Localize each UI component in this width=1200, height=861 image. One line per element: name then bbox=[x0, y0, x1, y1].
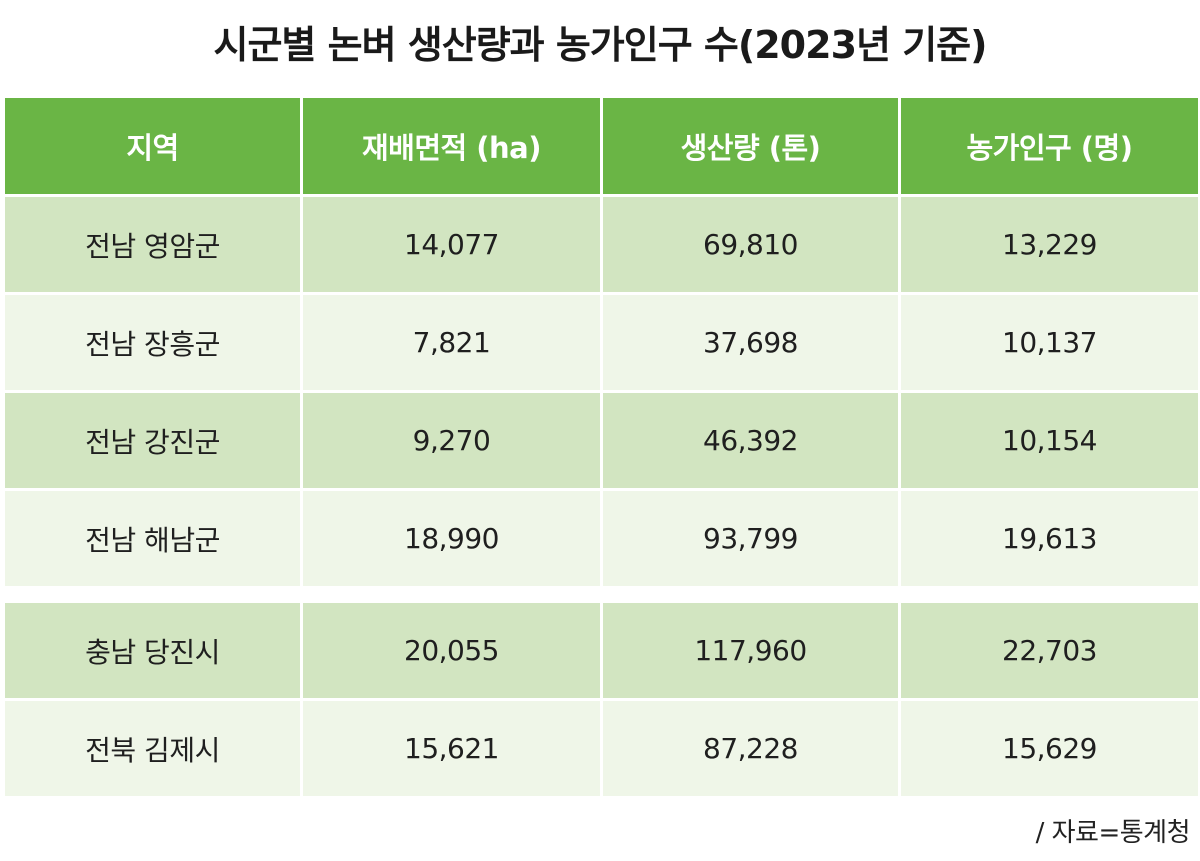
cell-production: 69,810 bbox=[600, 195, 901, 295]
table-row: 전남 해남군 18,990 93,799 19,613 bbox=[2, 489, 1200, 589]
spacer-cell bbox=[300, 587, 603, 603]
cell-production: 87,228 bbox=[600, 699, 901, 799]
cell-area: 18,990 bbox=[300, 489, 603, 589]
cell-region: 전남 강진군 bbox=[2, 391, 303, 491]
cell-production: 37,698 bbox=[600, 293, 901, 393]
row-spacer bbox=[2, 587, 1200, 603]
cell-population: 10,154 bbox=[898, 391, 1200, 491]
cell-production: 93,799 bbox=[600, 489, 901, 589]
table-row: 충남 당진시 20,055 117,960 22,703 bbox=[2, 603, 1200, 701]
cell-production: 117,960 bbox=[600, 603, 901, 701]
spacer-cell bbox=[2, 587, 303, 603]
cell-region: 전남 해남군 bbox=[2, 489, 303, 589]
cell-area: 20,055 bbox=[300, 603, 603, 701]
cell-population: 10,137 bbox=[898, 293, 1200, 393]
header-population: 농가인구 (명) bbox=[898, 98, 1200, 197]
cell-area: 7,821 bbox=[300, 293, 603, 393]
cell-area: 15,621 bbox=[300, 699, 603, 799]
cell-region: 전북 김제시 bbox=[2, 699, 303, 799]
table-row: 전남 강진군 9,270 46,392 10,154 bbox=[2, 391, 1200, 491]
cell-area: 9,270 bbox=[300, 391, 603, 491]
header-region: 지역 bbox=[2, 98, 303, 197]
table-row: 전남 장흥군 7,821 37,698 10,137 bbox=[2, 293, 1200, 393]
cell-population: 13,229 bbox=[898, 195, 1200, 295]
cell-area: 14,077 bbox=[300, 195, 603, 295]
data-table: 지역 재배면적 (ha) 생산량 (톤) 농가인구 (명) 전남 영암군 14,… bbox=[2, 98, 1200, 799]
cell-population: 15,629 bbox=[898, 699, 1200, 799]
cell-population: 19,613 bbox=[898, 489, 1200, 589]
table-row: 전남 영암군 14,077 69,810 13,229 bbox=[2, 195, 1200, 295]
spacer-cell bbox=[898, 587, 1200, 603]
cell-region: 충남 당진시 bbox=[2, 603, 303, 701]
spacer-cell bbox=[600, 587, 901, 603]
cell-region: 전남 장흥군 bbox=[2, 293, 303, 393]
source-note: / 자료=통계청 bbox=[1035, 818, 1191, 848]
cell-population: 22,703 bbox=[898, 603, 1200, 701]
cell-region: 전남 영암군 bbox=[2, 195, 303, 295]
page-title: 시군별 논벼 생산량과 농가인구 수(2023년 기준) bbox=[213, 23, 988, 67]
table-header-row: 지역 재배면적 (ha) 생산량 (톤) 농가인구 (명) bbox=[2, 98, 1200, 197]
header-area: 재배면적 (ha) bbox=[300, 98, 603, 197]
cell-production: 46,392 bbox=[600, 391, 901, 491]
header-production: 생산량 (톤) bbox=[600, 98, 901, 197]
table-row: 전북 김제시 15,621 87,228 15,629 bbox=[2, 699, 1200, 799]
